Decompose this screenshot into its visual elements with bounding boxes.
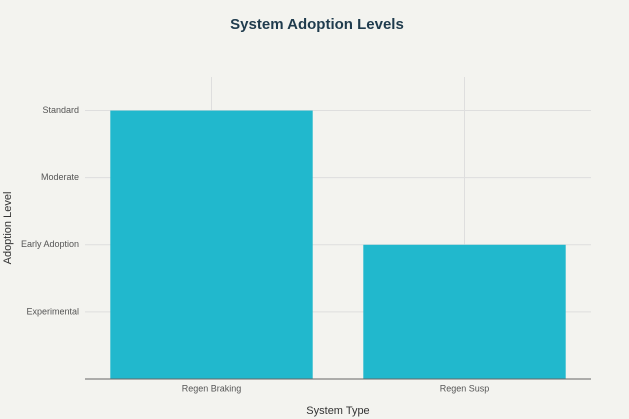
y-tick-label: Standard: [42, 105, 79, 115]
chart-title: System Adoption Levels: [230, 16, 404, 33]
bar: [110, 110, 313, 380]
y-tick-label: Moderate: [41, 172, 79, 182]
y-tick-label: Experimental: [26, 306, 79, 316]
x-axis-label: System Type: [306, 405, 369, 417]
y-axis-label: Adoption Level: [2, 192, 14, 265]
x-tick-label: Regen Braking: [182, 383, 242, 393]
bar: [363, 244, 566, 379]
x-tick-label: Regen Susp: [440, 383, 490, 393]
y-tick-label: Early Adoption: [21, 239, 79, 249]
